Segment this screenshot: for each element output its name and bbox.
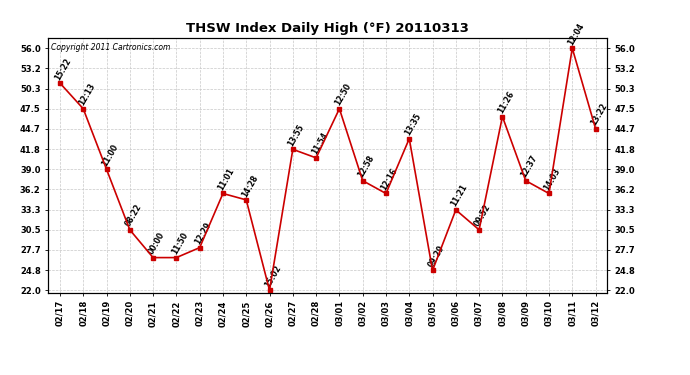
Text: 12:58: 12:58: [356, 154, 376, 179]
Text: 11:26: 11:26: [496, 90, 516, 115]
Text: 14:03: 14:03: [542, 167, 562, 192]
Text: 13:55: 13:55: [286, 123, 306, 148]
Text: 11:54: 11:54: [310, 131, 330, 156]
Text: 12:37: 12:37: [520, 154, 539, 179]
Text: 13:35: 13:35: [403, 112, 423, 137]
Text: 12:50: 12:50: [333, 82, 353, 107]
Text: 11:00: 11:00: [100, 142, 120, 168]
Text: 09:29: 09:29: [426, 244, 446, 269]
Text: 00:00: 00:00: [147, 231, 166, 256]
Text: 13:22: 13:22: [589, 102, 609, 127]
Text: Copyright 2011 Cartronics.com: Copyright 2011 Cartronics.com: [51, 43, 170, 52]
Title: THSW Index Daily High (°F) 20110313: THSW Index Daily High (°F) 20110313: [186, 22, 469, 35]
Text: 12:16: 12:16: [380, 167, 400, 192]
Text: 12:04: 12:04: [566, 21, 586, 47]
Text: 12:29: 12:29: [193, 221, 213, 246]
Text: 14:28: 14:28: [240, 173, 259, 198]
Text: 08:22: 08:22: [124, 203, 144, 228]
Text: 15:22: 15:22: [54, 56, 73, 82]
Text: 11:21: 11:21: [449, 183, 469, 209]
Text: 09:52: 09:52: [473, 203, 493, 228]
Text: 11:01: 11:01: [217, 167, 237, 192]
Text: 11:50: 11:50: [170, 231, 190, 256]
Text: 15:02: 15:02: [263, 264, 283, 289]
Text: 12:13: 12:13: [77, 82, 97, 107]
